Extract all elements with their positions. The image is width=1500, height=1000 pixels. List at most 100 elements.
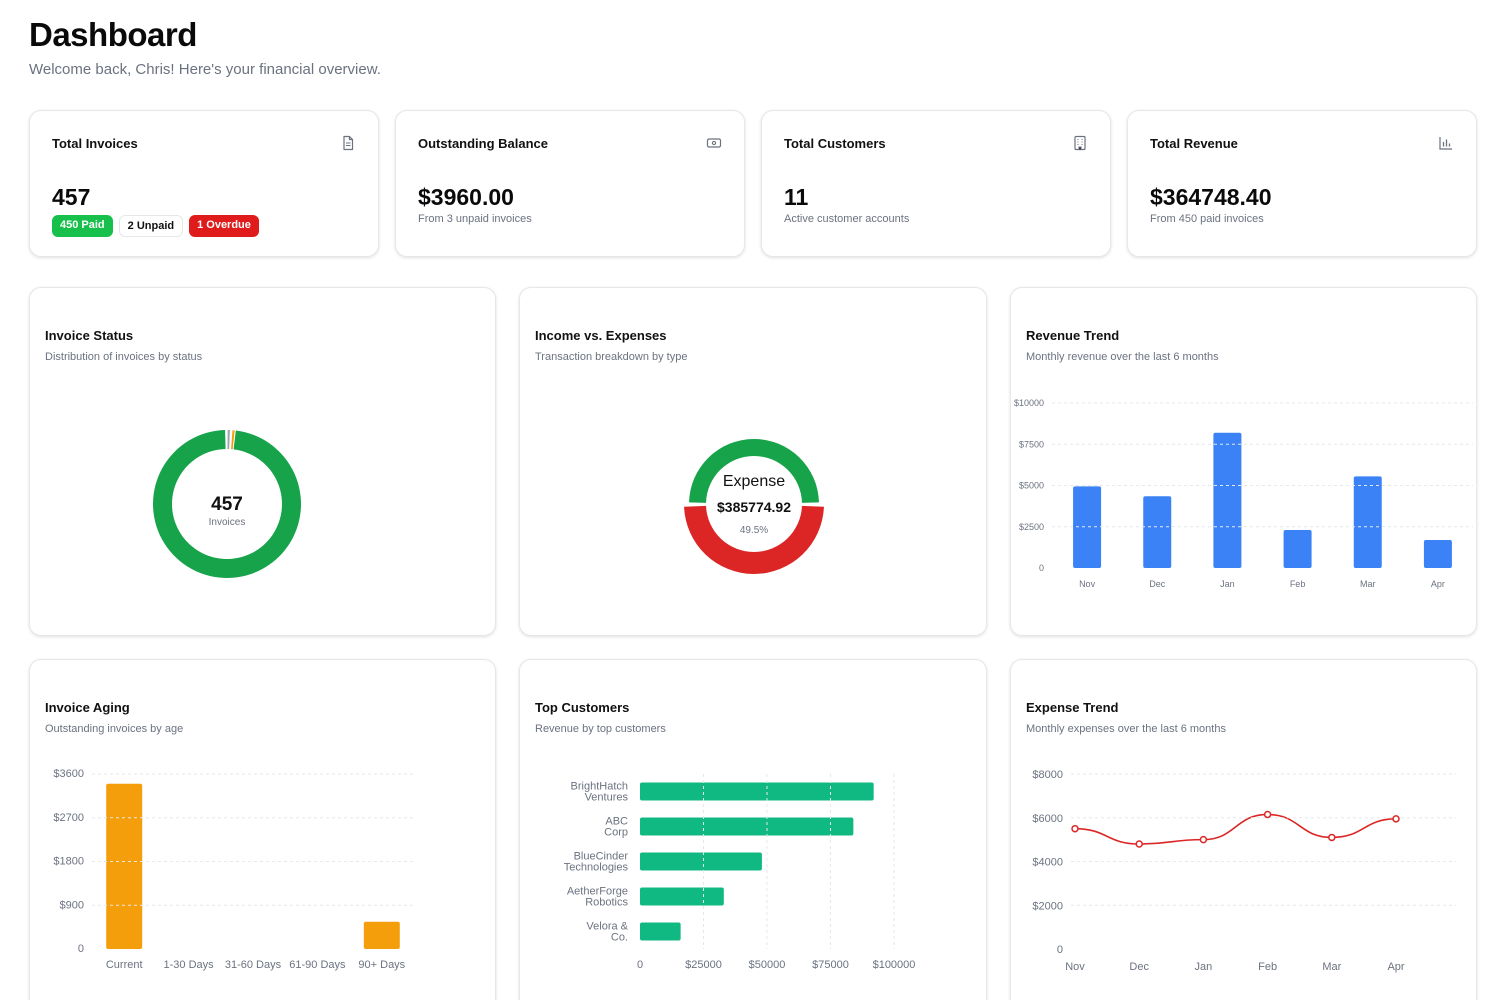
top-customers-chart: 0 $25000 $50000 $75000 $100000 BrightHatchVen…	[564, 774, 916, 971]
donut-slice-expense	[684, 505, 824, 575]
y-tick-label: $2500	[1019, 522, 1044, 532]
donut-center-label: Invoices	[209, 517, 246, 528]
banknote-icon	[706, 138, 722, 148]
x-tick-label: $100000	[873, 959, 916, 971]
chart-title: Income vs. Expenses	[535, 328, 667, 343]
invoice-status-donut: 457 Invoices	[152, 430, 301, 578]
stat-card-total-revenue: Total Revenue $364748.40 From 450 paid i…	[1127, 110, 1477, 257]
y-tick-label: 0	[1057, 944, 1063, 956]
stat-title: Total Revenue	[1150, 136, 1238, 151]
y-tick-label: Co.	[611, 932, 628, 944]
x-tick-label: Current	[106, 959, 143, 971]
bar-current	[106, 783, 143, 949]
page-subtitle: Welcome back, Chris! Here's your financi…	[29, 61, 381, 78]
chart-subtitle: Monthly revenue over the last 6 months	[1026, 351, 1219, 363]
document-icon	[343, 135, 354, 151]
y-tick-label: BlueCinder	[574, 851, 629, 863]
y-tick-label: AetherForge	[567, 886, 628, 898]
y-tick-label: $1800	[53, 856, 84, 868]
y-tick-label: 0	[1039, 563, 1044, 573]
building-icon	[1074, 135, 1086, 151]
line-point	[1135, 840, 1143, 848]
chart-title: Invoice Status	[45, 328, 134, 343]
line-point	[1263, 810, 1272, 819]
revenue-trend-card: Revenue Trend Monthly revenue over the l…	[1010, 287, 1477, 636]
chart-subtitle: Revenue by top customers	[535, 723, 666, 735]
bar-dec	[1143, 496, 1172, 568]
donut-slice-income	[689, 438, 819, 503]
x-tick-label: 61-90 Days	[289, 959, 346, 971]
stat-title: Total Customers	[784, 136, 886, 151]
bar-customer	[640, 782, 874, 801]
bar-chart-icon	[1439, 137, 1452, 150]
x-tick-label: 1-30 Days	[164, 959, 215, 971]
x-tick-label: Apr	[1387, 961, 1404, 973]
paid-badge: 450 Paid	[52, 215, 113, 237]
line-point	[1328, 833, 1336, 842]
line-point	[1392, 815, 1400, 823]
x-tick-label: $50000	[749, 959, 786, 971]
bar-customer	[640, 922, 681, 941]
donut-center-value: 457	[211, 494, 243, 515]
expense-line	[1074, 813, 1397, 845]
chart-title: Revenue Trend	[1026, 328, 1120, 343]
stat-card-outstanding-balance: Outstanding Balance $3960.00 From 3 unpa…	[395, 110, 745, 257]
x-tick-label: Jan	[1220, 579, 1235, 589]
y-tick-label: $5000	[1019, 481, 1044, 491]
donut-center-percent: 49.5%	[740, 525, 768, 536]
x-tick-label: Dec	[1129, 961, 1149, 973]
y-tick-label: Technologies	[564, 862, 629, 874]
y-tick-label: $2700	[53, 812, 84, 824]
y-tick-label: BrightHatch	[571, 781, 628, 793]
y-tick-label: 0	[78, 943, 84, 955]
bar-apr	[1423, 539, 1452, 568]
y-tick-label: $4000	[1032, 857, 1063, 869]
bar-nov	[1073, 486, 1102, 568]
bar-customer	[640, 817, 854, 836]
stat-card-total-customers: Total Customers 11 Active customer accou…	[761, 110, 1111, 257]
x-tick-label: Nov	[1079, 579, 1096, 589]
donut-center-label: Expense	[723, 473, 785, 490]
line-point	[1199, 835, 1208, 844]
bar-jan	[1213, 432, 1242, 568]
bar-mar	[1353, 476, 1382, 568]
top-customers-card: Top Customers Revenue by top customers 0…	[519, 659, 987, 1000]
y-tick-label: Robotics	[585, 897, 628, 909]
stat-subtext: From 450 paid invoices	[1150, 213, 1264, 225]
revenue-trend-chart: 0 $2500 $5000 $7500 $10000 Nov Dec Jan Feb Mar Apr	[1014, 398, 1473, 589]
x-tick-label: Mar	[1360, 579, 1376, 589]
x-tick-label: $75000	[812, 959, 849, 971]
chart-subtitle: Outstanding invoices by age	[45, 723, 184, 735]
x-tick-label: Feb	[1290, 579, 1306, 589]
y-tick-label: $900	[60, 899, 84, 911]
invoice-aging-card: Invoice Aging Outstanding invoices by ag…	[29, 659, 496, 1000]
y-tick-label: $3600	[53, 768, 84, 780]
line-point	[1071, 824, 1079, 833]
x-tick-label: $25000	[685, 959, 722, 971]
expense-trend-card: Expense Trend Monthly expenses over the …	[1010, 659, 1477, 1000]
y-tick-label: ABC	[605, 816, 628, 828]
bar-customer	[640, 887, 724, 906]
chart-title: Invoice Aging	[45, 700, 130, 715]
x-tick-label: 90+ Days	[358, 959, 405, 971]
x-tick-label: 31-60 Days	[225, 959, 282, 971]
chart-title: Top Customers	[535, 700, 630, 715]
unpaid-badge: 2 Unpaid	[118, 215, 184, 237]
stat-value: 457	[52, 184, 91, 210]
stat-value: $3960.00	[418, 184, 514, 210]
x-tick-label: Nov	[1065, 961, 1085, 973]
x-tick-label: Mar	[1322, 961, 1341, 973]
y-tick-label: $7500	[1019, 439, 1044, 449]
bar-90-days	[363, 921, 400, 949]
y-tick-label: $10000	[1014, 398, 1044, 408]
x-tick-label: Dec	[1149, 579, 1166, 589]
stat-card-total-invoices: Total Invoices 457 450 Paid 2 Unpaid 1 O…	[29, 110, 379, 257]
overdue-badge: 1 Overdue	[189, 215, 259, 237]
chart-subtitle: Transaction breakdown by type	[535, 351, 688, 363]
stat-title: Total Invoices	[52, 136, 138, 151]
y-tick-label: Corp	[604, 827, 628, 839]
y-tick-label: $2000	[1032, 900, 1063, 912]
y-tick-label: Ventures	[585, 792, 629, 804]
donut-center-value: $385774.92	[717, 499, 791, 515]
bar-feb	[1283, 530, 1312, 568]
